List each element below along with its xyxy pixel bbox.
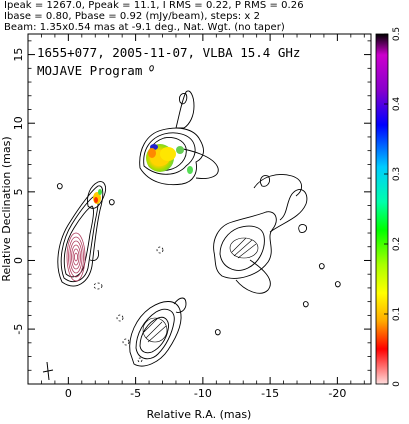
contour-west-outer (213, 211, 277, 279)
x-tick-label: 0 (65, 387, 72, 400)
x-tick-label: -15 (261, 387, 279, 400)
header-line-2: Ibase = 0.80, Pbase = 0.92 (mJy/beam), s… (4, 11, 260, 22)
negative-contours (93, 246, 164, 363)
contour-inner-knot (87, 181, 107, 209)
contour-south-outer (129, 301, 182, 367)
colorbar-tick-label: 0 (392, 381, 402, 387)
contour-north-outer (139, 127, 204, 186)
header-line-1: Ipeak = 1267.0, Ppeak = 11.1, I RMS = 0.… (4, 0, 304, 11)
contour-core-outer (57, 185, 104, 287)
annotation-line-1: 1655+077, 2005-11-07, VLBA 15.4 GHz (37, 45, 300, 60)
colorbar-tick-label: 0.4 (392, 97, 402, 112)
hatched-cores (142, 237, 259, 343)
colorbar (375, 33, 389, 385)
intensity-overlay (93, 144, 193, 204)
contour-north-2 (143, 132, 196, 175)
beam-marker (42, 361, 54, 381)
annotation-line-2: MOJAVE Program (37, 63, 142, 78)
contour-west-extension (269, 189, 308, 233)
y-axis-label: Relative Declination (mas) (0, 136, 13, 281)
x-tick-label: -10 (194, 387, 212, 400)
colorbar-tick-label: 0.2 (392, 237, 402, 251)
contour-core-peak (66, 232, 86, 282)
colorbar-tick-label: 0.1 (392, 307, 402, 321)
colorbar-tick-label: 0.5 (392, 27, 402, 41)
colorbar-ticks: 0.5 0.4 0.3 0.2 0.1 0 (384, 27, 402, 387)
y-tick-label: -5 (12, 324, 25, 335)
colorbar-tick-label: 0.3 (392, 167, 402, 181)
contour-north-tail (175, 90, 195, 129)
x-tick-label: -5 (130, 387, 141, 400)
y-tick-label: 10 (12, 116, 25, 130)
header-line-3: Beam: 1.35x0.54 mas at -9.1 deg., Nat. W… (4, 22, 285, 33)
y-tick-label: 15 (12, 48, 25, 62)
y-axis-ticks: 15 10 5 0 -5 (12, 40, 371, 371)
y-tick-label: 5 (12, 188, 25, 195)
contour-core-3 (63, 205, 94, 278)
contours (57, 65, 341, 367)
x-axis-label: Relative R.A. (mas) (147, 408, 252, 421)
x-axis-ticks: 0 -5 -10 -15 -20 (41, 34, 365, 400)
x-tick-label: -20 (328, 387, 346, 400)
header: Ipeak = 1267.0, Ppeak = 11.1, I RMS = 0.… (4, 0, 409, 33)
plot-frame (27, 33, 372, 385)
y-tick-label: 0 (12, 257, 25, 264)
